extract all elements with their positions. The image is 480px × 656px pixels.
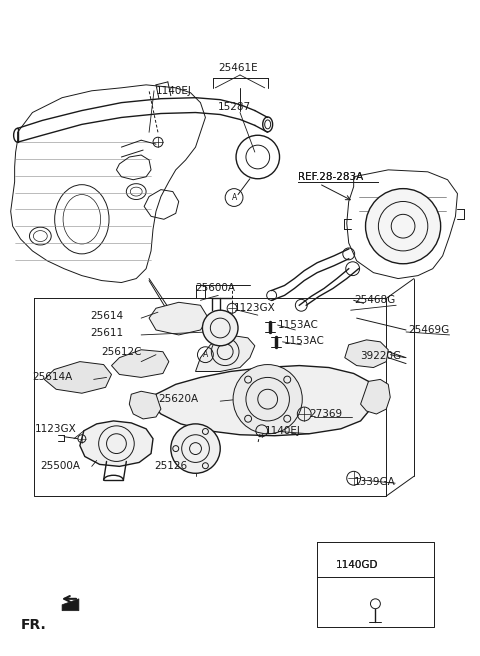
Text: 25468G: 25468G	[355, 295, 396, 305]
Text: 25611: 25611	[90, 328, 123, 338]
Circle shape	[203, 310, 238, 346]
Text: 25461E: 25461E	[218, 63, 258, 73]
Text: REF.28-283A: REF.28-283A	[298, 172, 363, 182]
Text: 25600A: 25600A	[195, 283, 236, 293]
Text: 1140EJ: 1140EJ	[156, 86, 192, 96]
Text: 25614A: 25614A	[33, 373, 72, 382]
Polygon shape	[149, 302, 208, 335]
Polygon shape	[195, 336, 255, 371]
Polygon shape	[129, 391, 161, 419]
Polygon shape	[360, 379, 390, 414]
Circle shape	[233, 365, 302, 434]
Polygon shape	[62, 599, 79, 611]
Text: 25500A: 25500A	[40, 461, 80, 472]
Text: 1339GA: 1339GA	[354, 477, 396, 487]
Polygon shape	[151, 365, 373, 436]
Text: 1140EJ: 1140EJ	[264, 426, 300, 436]
Polygon shape	[44, 361, 111, 393]
Text: 1140GD: 1140GD	[336, 560, 378, 570]
Text: A: A	[231, 193, 237, 202]
Text: 25469G: 25469G	[408, 325, 449, 335]
Polygon shape	[111, 350, 169, 377]
Text: 25614: 25614	[90, 311, 123, 321]
Text: 25620A: 25620A	[158, 394, 198, 404]
Text: REF.28-283A: REF.28-283A	[298, 172, 363, 182]
Polygon shape	[345, 340, 388, 367]
Text: 39220G: 39220G	[360, 351, 402, 361]
Text: FR.: FR.	[21, 617, 46, 632]
Text: 1140GD: 1140GD	[336, 560, 378, 570]
Text: 1123GX: 1123GX	[234, 303, 276, 313]
Text: 25612C: 25612C	[102, 347, 142, 357]
Text: 1153AC: 1153AC	[284, 336, 324, 346]
Circle shape	[171, 424, 220, 473]
Text: 15287: 15287	[218, 102, 252, 112]
Circle shape	[366, 189, 441, 264]
Text: 25126: 25126	[154, 461, 187, 472]
Text: 1153AC: 1153AC	[277, 320, 318, 330]
Polygon shape	[80, 421, 153, 466]
Text: 1123GX: 1123GX	[35, 424, 76, 434]
Text: A: A	[203, 350, 208, 359]
Text: 27369: 27369	[309, 409, 342, 419]
